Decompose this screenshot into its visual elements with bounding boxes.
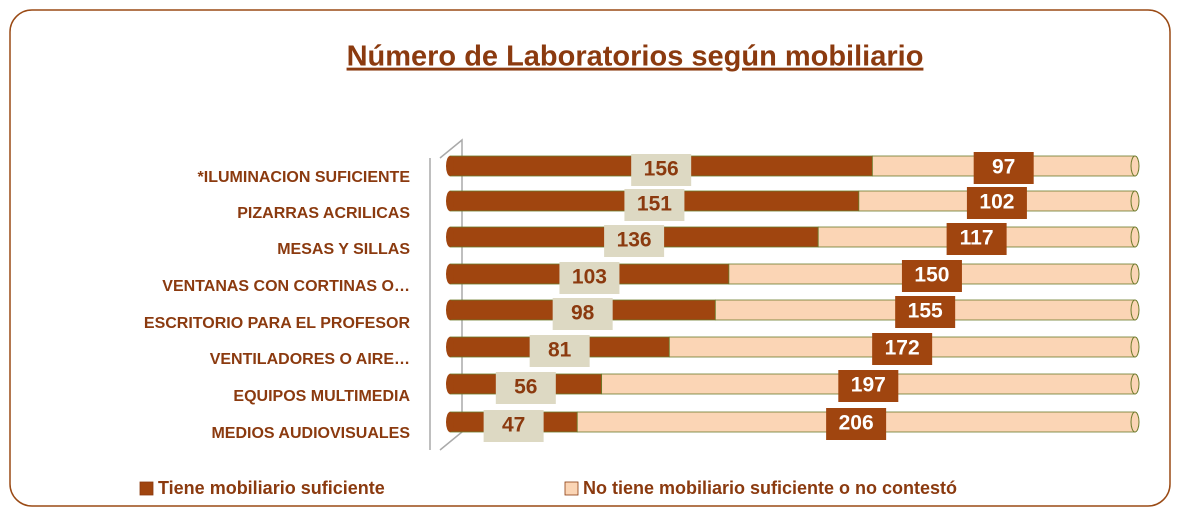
data-label: 136 (617, 229, 652, 252)
data-label-box (872, 333, 933, 365)
bar-start (446, 337, 454, 357)
data-label: 97 (992, 156, 1015, 179)
data-label: 150 (914, 264, 949, 287)
data-label-box (559, 262, 620, 294)
data-label-box (838, 370, 899, 402)
data-label-box (826, 408, 887, 440)
bar-cap (1130, 263, 1140, 285)
data-label: 103 (572, 266, 607, 289)
y-tick-label: VENTILADORES O AIRE… (210, 351, 410, 368)
y-tick-label: EQUIPOS MULTIMEDIA (233, 388, 410, 405)
bar-cap (1130, 411, 1140, 433)
data-label-box (604, 225, 665, 257)
data-label: 156 (644, 158, 679, 181)
y-tick-label: *ILUMINACION SUFICIENTE (198, 169, 411, 186)
legend-swatch (564, 481, 579, 496)
data-label: 151 (637, 193, 672, 216)
bar-cap (1130, 190, 1140, 212)
data-label: 47 (502, 414, 525, 437)
data-label: 102 (979, 191, 1014, 214)
bar-cap (1130, 299, 1140, 321)
legend-label: Tiene mobiliario suficiente (158, 478, 385, 498)
data-label: 172 (885, 337, 920, 360)
legend-label: No tiene mobiliario suficiente o no cont… (583, 478, 957, 498)
legend-swatch (139, 481, 154, 496)
data-label-box (495, 372, 556, 404)
bar-start (446, 227, 454, 247)
y-tick-label: MEDIOS AUDIOVISUALES (211, 425, 410, 442)
bar-start (446, 264, 454, 284)
bar-start (446, 412, 454, 432)
data-label-box (946, 223, 1007, 255)
data-label-box (529, 335, 590, 367)
y-tick-label: PIZARRAS ACRILICAS (237, 205, 410, 222)
bar-cap (1130, 373, 1140, 395)
data-label-box (901, 260, 962, 292)
data-label: 81 (548, 339, 572, 362)
data-label: 197 (851, 374, 886, 397)
y-tick-label: VENTANAS CON CORTINAS O… (162, 278, 410, 295)
data-label-box (973, 152, 1034, 184)
data-label: 155 (908, 300, 943, 323)
bar-start (446, 156, 454, 176)
bar-cap (1130, 226, 1140, 248)
y-tick-label: MESAS Y SILLAS (277, 241, 410, 258)
data-label: 98 (571, 302, 595, 325)
data-label-box (552, 298, 613, 330)
data-label: 206 (839, 412, 874, 435)
bar-start (446, 300, 454, 320)
data-label: 56 (514, 376, 537, 399)
data-label-box (483, 410, 544, 442)
bar-start (446, 191, 454, 211)
chart-title: Número de Laboratorios según mobiliario (347, 41, 924, 73)
bar-start (446, 374, 454, 394)
data-label-box (895, 296, 956, 328)
bar-cap (1130, 155, 1140, 177)
data-label-box (624, 189, 685, 221)
y-tick-label: ESCRITORIO PARA EL PROFESOR (144, 315, 411, 332)
data-label-box (966, 187, 1027, 219)
plot-wall (439, 138, 463, 451)
bar-cap (1130, 336, 1140, 358)
data-label-box (631, 154, 692, 186)
data-label: 117 (960, 227, 994, 250)
